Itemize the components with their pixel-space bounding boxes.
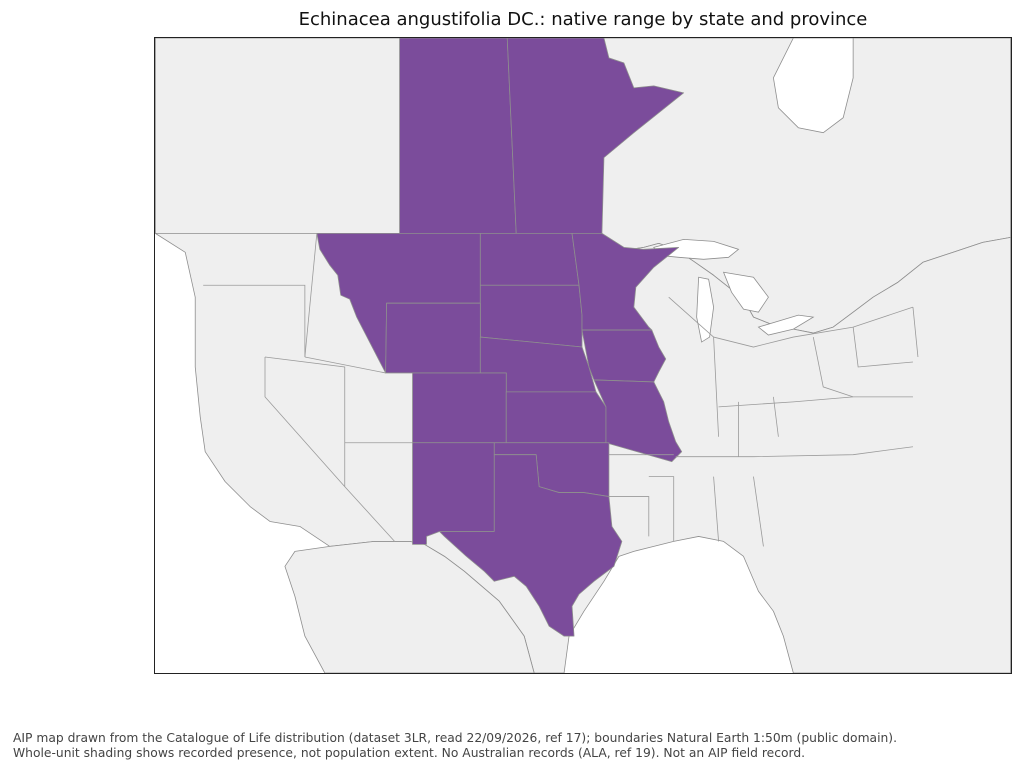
- region-missouri: [593, 379, 683, 463]
- map-frame: [154, 37, 1012, 674]
- region-south-dakota: [479, 284, 583, 348]
- region-saskatchewan: [399, 38, 517, 234]
- state-borders: [203, 233, 919, 547]
- hudson-bay: [772, 38, 854, 134]
- lake-erie: [757, 314, 815, 336]
- region-texas: [439, 454, 623, 637]
- caption-line-1: AIP map drawn from the Catalogue of Life…: [13, 731, 898, 745]
- region-iowa: [581, 329, 667, 383]
- present-units: [316, 38, 685, 637]
- range-map: [155, 38, 1011, 673]
- lake-huron: [722, 271, 769, 313]
- caption-line-2: Whole-unit shading shows recorded presen…: [13, 746, 806, 760]
- region-north-dakota: [479, 232, 580, 286]
- region-kansas: [505, 391, 607, 444]
- region-wyoming: [385, 302, 481, 374]
- region-new-mexico: [412, 442, 495, 545]
- map-caption: AIP map drawn from the Catalogue of Life…: [13, 731, 1013, 761]
- region-minnesota: [571, 232, 680, 331]
- region-colorado: [412, 372, 507, 444]
- map-title: Echinacea angustifolia DC.: native range…: [298, 9, 868, 30]
